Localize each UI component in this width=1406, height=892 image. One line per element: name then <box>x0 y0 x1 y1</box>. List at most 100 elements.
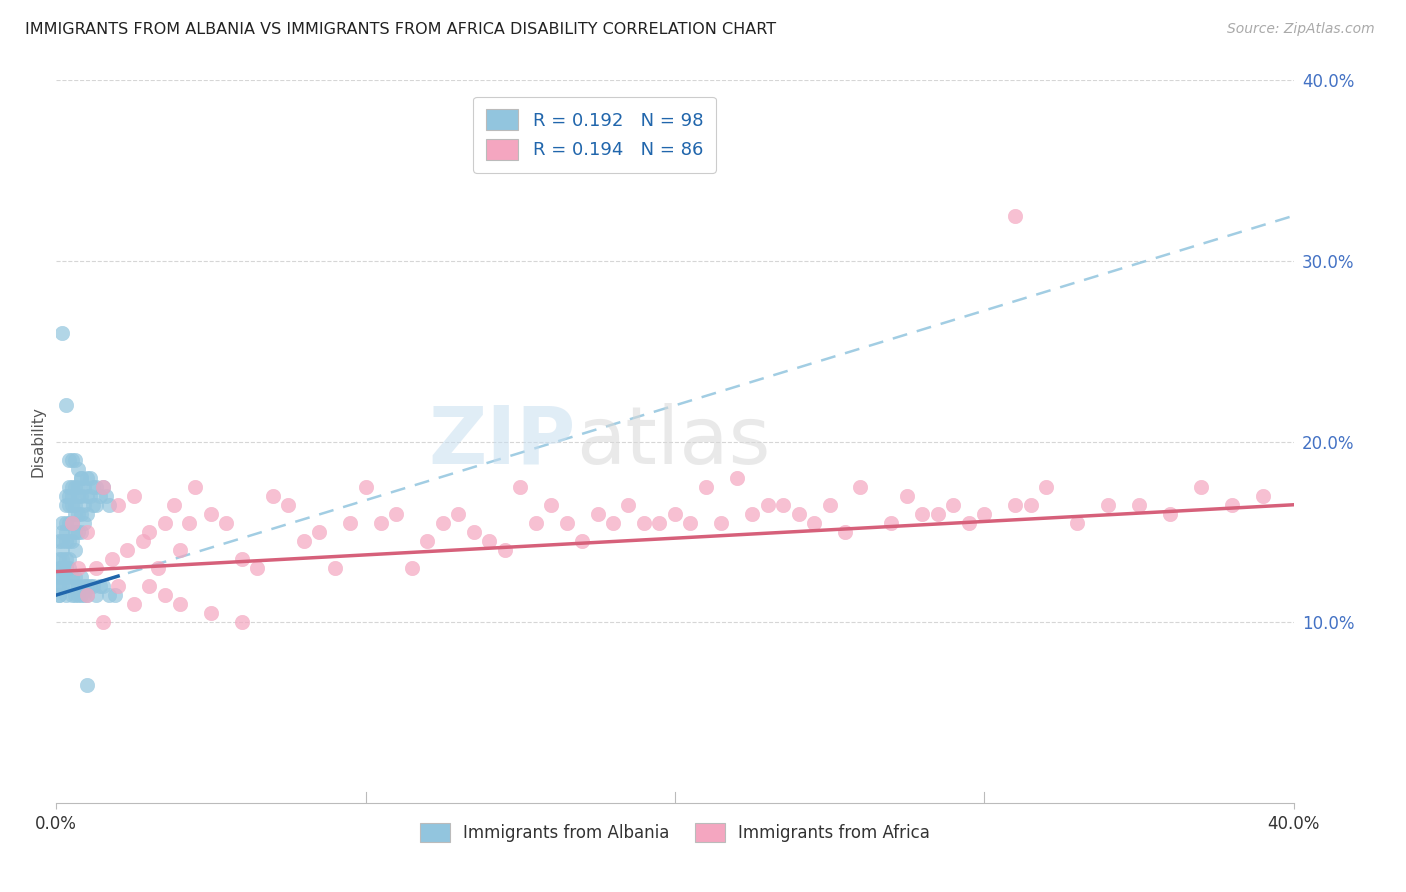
Point <box>741 507 763 521</box>
Point <box>55 524 77 539</box>
Point <box>55 552 77 566</box>
Point <box>447 507 470 521</box>
Point <box>63 570 86 584</box>
Point <box>60 480 83 494</box>
Point <box>1189 480 1212 494</box>
Point <box>107 579 129 593</box>
Point <box>308 524 330 539</box>
Point <box>432 516 454 530</box>
Point <box>664 507 686 521</box>
Point <box>76 471 98 485</box>
Point <box>463 524 485 539</box>
Point <box>89 489 111 503</box>
Point <box>58 579 80 593</box>
Point <box>70 588 93 602</box>
Point <box>76 507 98 521</box>
Point <box>51 561 73 575</box>
Point <box>48 552 70 566</box>
Point <box>58 489 80 503</box>
Point <box>1004 209 1026 223</box>
Point <box>60 570 83 584</box>
Point <box>63 507 86 521</box>
Point <box>48 579 70 593</box>
Point <box>86 480 108 494</box>
Legend: Immigrants from Albania, Immigrants from Africa: Immigrants from Albania, Immigrants from… <box>413 816 936 848</box>
Point <box>70 524 93 539</box>
Point <box>76 678 98 692</box>
Point <box>911 507 934 521</box>
Point <box>51 542 73 557</box>
Point <box>101 552 124 566</box>
Point <box>76 489 98 503</box>
Point <box>86 561 108 575</box>
Point <box>48 561 70 575</box>
Point <box>91 480 114 494</box>
Point <box>51 533 73 548</box>
Point <box>58 552 80 566</box>
Point <box>1128 498 1150 512</box>
Point <box>55 516 77 530</box>
Point <box>416 533 439 548</box>
Point <box>70 471 93 485</box>
Point <box>262 489 284 503</box>
Point <box>58 533 80 548</box>
Point <box>51 524 73 539</box>
Point <box>246 561 269 575</box>
Point <box>60 533 83 548</box>
Point <box>896 489 918 503</box>
Point <box>957 516 980 530</box>
Point <box>79 471 101 485</box>
Point <box>200 507 222 521</box>
Point <box>401 561 423 575</box>
Point <box>86 588 108 602</box>
Point <box>292 533 315 548</box>
Point <box>82 498 104 512</box>
Point <box>60 452 83 467</box>
Point <box>73 579 96 593</box>
Point <box>725 471 748 485</box>
Point <box>55 570 77 584</box>
Point <box>1019 498 1042 512</box>
Point <box>942 498 965 512</box>
Point <box>66 579 89 593</box>
Point <box>1035 480 1057 494</box>
Point <box>710 516 733 530</box>
Y-axis label: Disability: Disability <box>30 406 45 477</box>
Point <box>70 570 93 584</box>
Point <box>51 570 73 584</box>
Point <box>1097 498 1119 512</box>
Point <box>148 561 170 575</box>
Point <box>104 588 127 602</box>
Point <box>60 588 83 602</box>
Point <box>231 615 253 630</box>
Point <box>849 480 872 494</box>
Point <box>76 588 98 602</box>
Point <box>82 480 104 494</box>
Point <box>60 489 83 503</box>
Point <box>1159 507 1181 521</box>
Point <box>153 588 176 602</box>
Point <box>772 498 794 512</box>
Point <box>51 570 73 584</box>
Text: Source: ZipAtlas.com: Source: ZipAtlas.com <box>1227 22 1375 37</box>
Point <box>60 579 83 593</box>
Point <box>73 498 96 512</box>
Point <box>97 498 120 512</box>
Point <box>633 516 655 530</box>
Point <box>1066 516 1088 530</box>
Point <box>169 597 191 611</box>
Point <box>524 516 547 530</box>
Point <box>51 552 73 566</box>
Point <box>818 498 841 512</box>
Point <box>55 498 77 512</box>
Point <box>58 452 80 467</box>
Point <box>51 516 73 530</box>
Point <box>215 516 238 530</box>
Point <box>617 498 640 512</box>
Point <box>1251 489 1274 503</box>
Point <box>66 480 89 494</box>
Point <box>787 507 810 521</box>
Point <box>51 326 73 340</box>
Point <box>60 516 83 530</box>
Point <box>648 516 671 530</box>
